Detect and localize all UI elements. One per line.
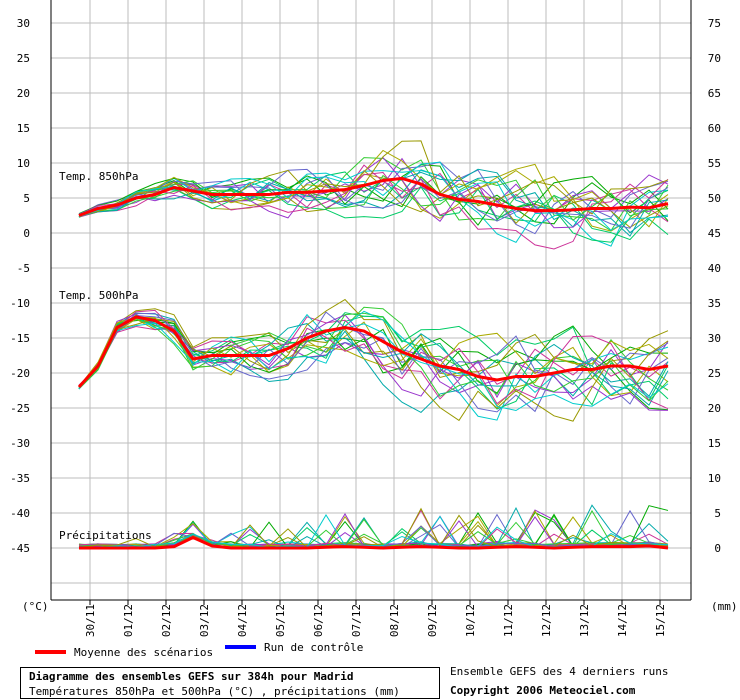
right-tick-label: 70	[708, 52, 721, 65]
right-tick-label: 15	[708, 437, 721, 450]
left-tick-label: 30	[17, 17, 30, 30]
x-tick-label: 05/12	[274, 604, 287, 637]
mean-line-2	[79, 535, 669, 550]
x-tick-label: 30/11	[84, 604, 97, 637]
x-tick-label: 02/12	[160, 604, 173, 637]
left-tick-label: 5	[23, 192, 30, 205]
left-tick-label: -35	[10, 472, 30, 485]
ensemble-member-line	[78, 161, 669, 231]
left-tick-label: -45	[10, 542, 30, 555]
x-tick-label: 09/12	[426, 604, 439, 637]
ensemble-member-line	[78, 298, 669, 422]
x-tick-label: 01/12	[122, 604, 135, 637]
right-tick-label: 20	[708, 402, 721, 415]
ensemble-members	[78, 140, 669, 549]
x-tick-label: 13/12	[578, 604, 591, 637]
x-tick-label: 04/12	[236, 604, 249, 637]
left-tick-label: -40	[10, 507, 30, 520]
mean-series	[77, 176, 669, 550]
left-tick-label: 10	[17, 157, 30, 170]
ensemble-member-line	[78, 140, 669, 217]
chart-info-box: Diagramme des ensembles GEFS sur 384h po…	[20, 667, 440, 699]
x-tick-label: 11/12	[502, 604, 515, 637]
chart-grid	[51, 0, 691, 600]
copyright-note: Copyright 2006 Meteociel.com	[450, 684, 636, 697]
ensemble-member-line	[78, 174, 669, 221]
right-tick-label: 45	[708, 227, 721, 240]
ensemble-member-line	[78, 312, 669, 410]
ensemble-member-line	[78, 518, 669, 549]
x-tick-label: 06/12	[312, 604, 325, 637]
left-tick-label: -25	[10, 402, 30, 415]
ensemble-member-line	[78, 168, 669, 229]
chart-subtitle: Températures 850hPa et 500hPa (°C) , pré…	[29, 685, 400, 698]
right-tick-label: 5	[714, 507, 721, 520]
right-tick-label: 40	[708, 262, 721, 275]
right-tick-label: 75	[708, 17, 721, 30]
x-tick-label: 12/12	[540, 604, 553, 637]
ensemble-member-line	[78, 309, 669, 410]
x-tick-label: 10/12	[464, 604, 477, 637]
panel-label-850: Temp. 850hPa	[59, 170, 138, 183]
left-tick-label: -10	[10, 297, 30, 310]
x-tick-label: 14/12	[616, 604, 629, 637]
right-axis-unit: (mm)	[711, 600, 738, 613]
legend-control-label: Run de contrôle	[264, 641, 363, 654]
right-tick-label: 25	[708, 367, 721, 380]
left-tick-label: -30	[10, 437, 30, 450]
left-tick-label: -5	[17, 262, 30, 275]
ensemble-member-line	[78, 186, 669, 243]
x-axis-ticks: 30/11 01/12 02/12 03/12 04/12 05/12 06/12 07/12…	[84, 600, 667, 637]
ensemble-member-line	[78, 164, 669, 225]
ensemble-member-line	[78, 171, 669, 250]
ensemble-member-line	[78, 315, 669, 397]
legend-mean-label: Moyenne des scénarios	[74, 646, 213, 659]
mean-line-1	[77, 315, 669, 389]
ensemble-member-line	[78, 316, 669, 387]
left-axis-unit: (°C)	[22, 600, 49, 613]
left-axis-ticks: 30 25 20 15 10 5 0 -5 -10 -15 -20 -25 -30 -35 -40 -45	[10, 17, 30, 555]
ensemble-member-line	[78, 310, 669, 412]
right-tick-label: 10	[708, 472, 721, 485]
legend: Moyenne des scénarios Run de contrôle	[35, 641, 363, 659]
left-tick-label: -20	[10, 367, 30, 380]
left-tick-label: 15	[17, 122, 30, 135]
panel-label-500: Temp. 500hPa	[59, 289, 138, 302]
left-tick-label: 0	[23, 227, 30, 240]
left-tick-label: 25	[17, 52, 30, 65]
x-tick-label: 08/12	[388, 604, 401, 637]
right-tick-label: 60	[708, 122, 721, 135]
panel-label-precip: Précipitations	[59, 529, 152, 542]
x-tick-label: 07/12	[350, 604, 363, 637]
x-tick-label: 15/12	[654, 604, 667, 637]
ensemble-member-line	[78, 306, 669, 393]
left-tick-label: -15	[10, 332, 30, 345]
x-tick-label: 03/12	[198, 604, 211, 637]
right-tick-label: 30	[708, 332, 721, 345]
chart-title: Diagramme des ensembles GEFS sur 384h po…	[29, 670, 354, 683]
right-tick-label: 65	[708, 87, 721, 100]
right-tick-label: 55	[708, 157, 721, 170]
right-tick-label: 35	[708, 297, 721, 310]
left-tick-label: 20	[17, 87, 30, 100]
ensemble-note: Ensemble GEFS des 4 derniers runs	[450, 665, 669, 678]
ensemble-member-line	[78, 169, 669, 229]
right-tick-label: 0	[714, 542, 721, 555]
right-tick-label: 50	[708, 192, 721, 205]
mean-line-0	[78, 176, 669, 217]
ensemble-member-line	[78, 156, 669, 229]
